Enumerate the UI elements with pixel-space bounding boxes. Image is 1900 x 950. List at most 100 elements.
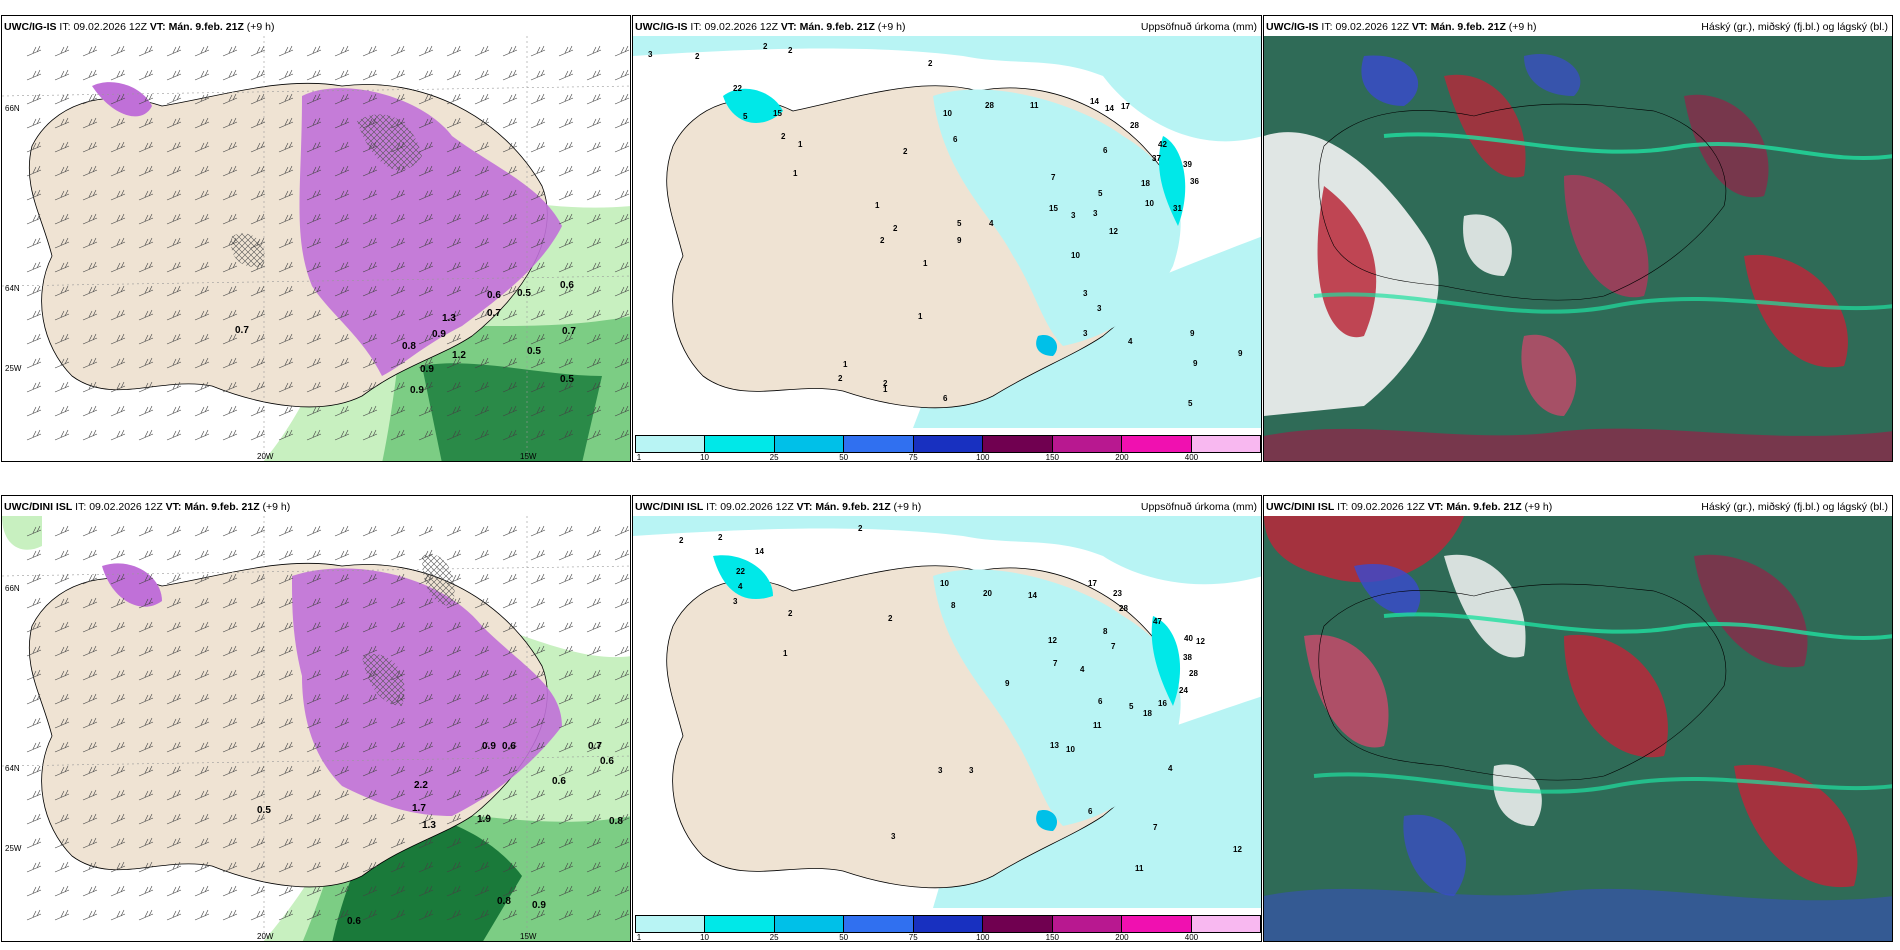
wind-barb [558,597,574,609]
wind-barb [278,861,294,873]
precip-value: 4 [1168,764,1173,773]
wind-barb [166,861,182,873]
wind-barb [558,885,574,897]
wind-barb [586,597,602,609]
precip-value: 6 [1088,807,1093,816]
wind-barb [334,141,350,153]
precip-value: 1.2 [452,350,466,361]
precip-value: 5 [1188,399,1193,408]
wind-barb [166,333,182,345]
wind-barb [110,141,126,153]
wind-barb [502,285,518,297]
wind-barb [138,645,154,657]
model-name: UWC/IG-IS [635,21,688,33]
wind-barb [138,573,154,585]
wind-barb [418,309,434,321]
model-name: UWC/IG-IS [4,21,57,33]
wind-barb [194,261,210,273]
panel-accum-precip-dini: UWC/DINI ISL IT: 09.02.2026 12Z VT: Mán.… [632,495,1262,942]
wind-barb [586,405,602,417]
wind-barb [390,333,406,345]
precip-value: 0.8 [402,341,416,352]
vt-value: Mán. 9.feb. 21Z [184,501,260,513]
precip-value: 28 [1130,121,1139,130]
grid-label-25w: 25W [5,364,22,373]
grid-label-66n: 66N [5,584,20,593]
wind-barb [530,189,546,201]
wind-barb [362,765,378,777]
precip-value: 4 [738,582,743,591]
wind-barb [418,69,434,81]
colorbar [635,435,1261,453]
wind-barb [474,813,490,825]
wind-barb [334,333,350,345]
wind-barb [194,909,210,921]
wind-barb [250,621,266,633]
wind-barb [502,405,518,417]
precip-value: 12 [1196,637,1205,646]
wind-barb [586,765,602,777]
wind-barb [250,741,266,753]
wind-barb [586,69,602,81]
wind-barb [614,669,630,681]
wind-barb [558,669,574,681]
wind-barb [110,693,126,705]
wind-barb [362,789,378,801]
wind-barb [166,813,182,825]
wind-barb [614,621,630,633]
wind-barb [138,117,154,129]
colorbar-tick-label: 10 [700,933,709,942]
wind-barb [54,237,70,249]
wind-barb [446,285,462,297]
wind-barb [558,285,574,297]
wind-barb [110,213,126,225]
wind-barb [250,237,266,249]
wind-barb [614,69,630,81]
grid-label-66n: 66N [5,104,20,113]
wind-barb [446,381,462,393]
wind-barb [222,885,238,897]
wind-barb [278,405,294,417]
wind-barb [586,885,602,897]
wind-barb [390,813,406,825]
wind-barb [306,237,322,249]
wind-barb [306,213,322,225]
wind-barb [166,357,182,369]
wind-barb [26,885,42,897]
wind-barb [586,645,602,657]
wind-barb [194,717,210,729]
wind-barb [586,117,602,129]
wind-barb [278,573,294,585]
wind-barb [278,813,294,825]
wind-barb [82,525,98,537]
wind-barb [558,237,574,249]
wind-barb [418,165,434,177]
precip-value: 2 [679,536,684,545]
wind-barb [446,165,462,177]
wind-barb [446,405,462,417]
precip-value: 9 [1190,329,1195,338]
wind-barb [250,357,266,369]
wind-barb [446,333,462,345]
wind-barb [222,741,238,753]
wind-barb [138,285,154,297]
panel-title: Háský (gr.), miðský (fj.bl.) og lágský (… [1701,21,1888,33]
wind-barb [166,69,182,81]
wind-barb [474,861,490,873]
wind-barb [250,381,266,393]
wind-barb [586,909,602,921]
colorbar-tick-label: 75 [908,453,918,462]
precip-value: 4 [1128,337,1133,346]
precip-value: 2 [880,236,885,245]
precip-value: 42 [1158,140,1167,149]
wind-barb [194,549,210,561]
wind-barb [26,621,42,633]
wind-barb [54,669,70,681]
wind-barbs [26,45,630,441]
wind-barb [586,429,602,441]
wind-barb [82,621,98,633]
wind-barb [474,237,490,249]
vt-label: VT: [165,501,182,513]
wind-barb [82,861,98,873]
wind-barb [250,885,266,897]
